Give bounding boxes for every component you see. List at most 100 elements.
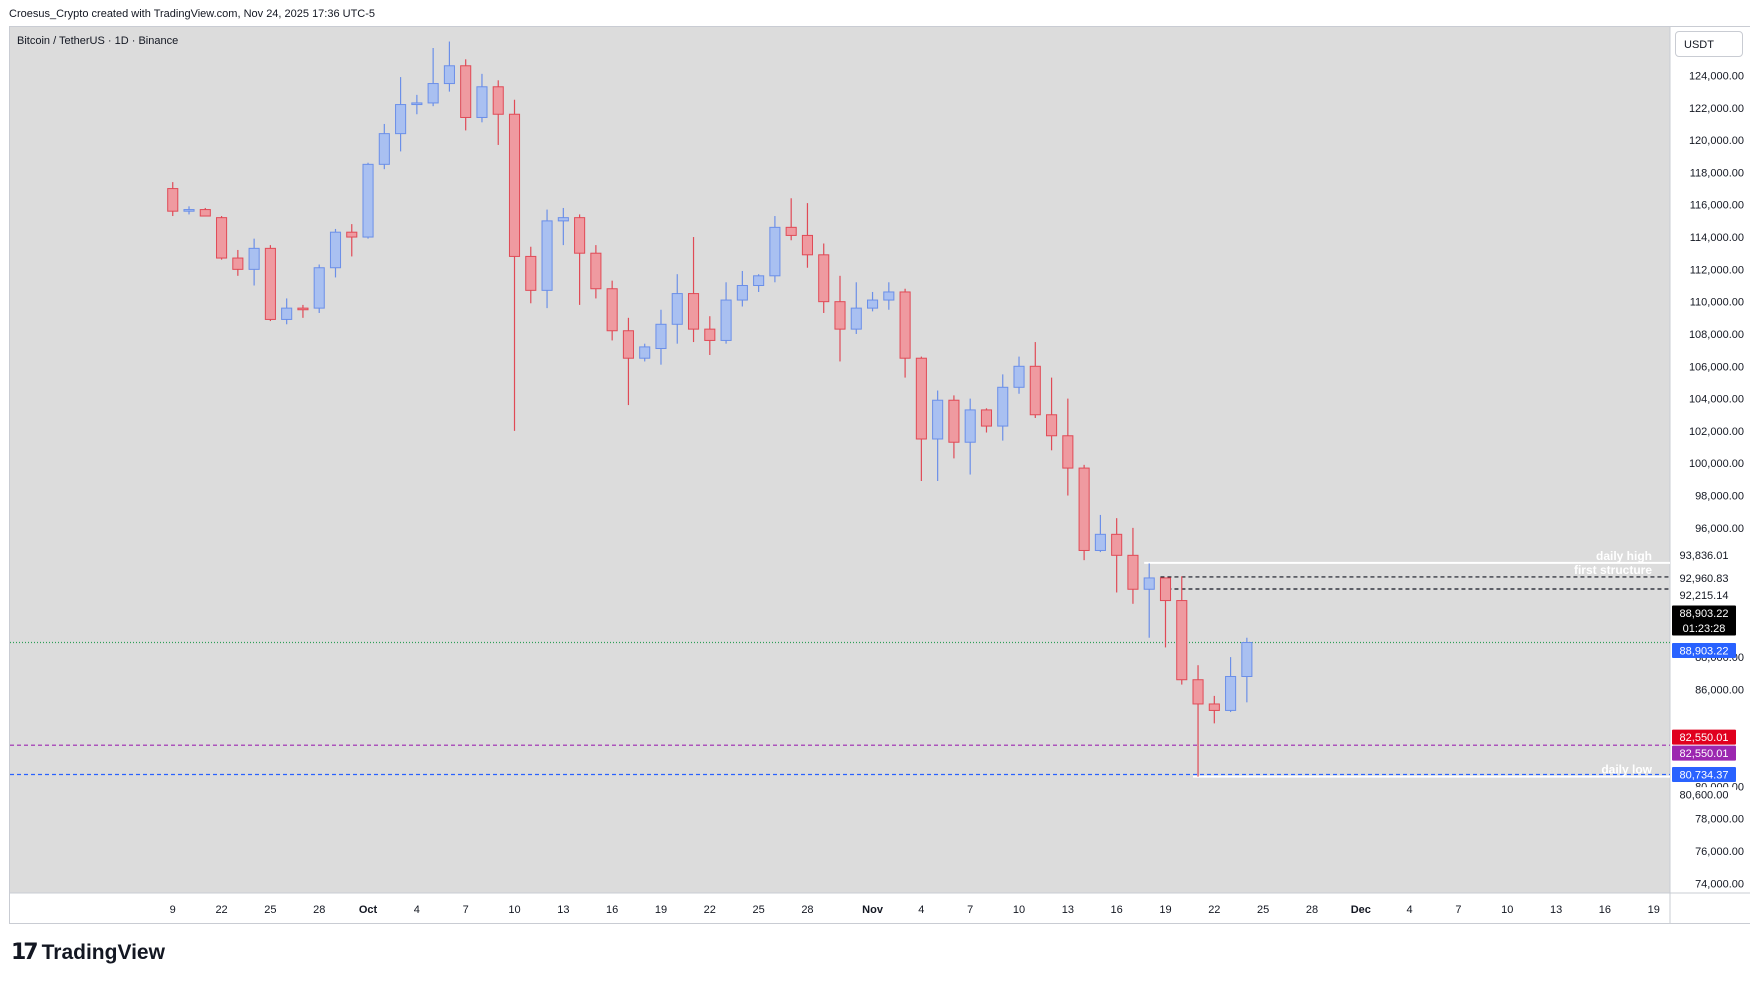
candle-body bbox=[850, 307, 862, 330]
candle-body bbox=[769, 226, 781, 277]
candle-body bbox=[915, 357, 927, 440]
candle-body bbox=[1159, 577, 1172, 602]
y-tick-label: 76,000.00 bbox=[1695, 846, 1744, 858]
price-tag bbox=[1672, 570, 1736, 586]
x-tick-label: Oct bbox=[359, 904, 378, 916]
tradingview-logo[interactable]: 17 TradingView bbox=[11, 940, 165, 965]
candle-body bbox=[1241, 642, 1253, 677]
x-tick-label: 19 bbox=[1159, 904, 1171, 916]
candle-body bbox=[1013, 365, 1025, 388]
x-tick-label: 28 bbox=[313, 904, 325, 916]
y-tick-label: 120,000.00 bbox=[1689, 135, 1744, 147]
y-tick-label: 118,000.00 bbox=[1690, 167, 1744, 179]
x-tick-label: 28 bbox=[1306, 904, 1318, 916]
candle-body bbox=[557, 217, 569, 222]
y-tick-label: 104,000.00 bbox=[1689, 394, 1744, 406]
x-tick-label: 7 bbox=[1455, 904, 1461, 916]
candle-body bbox=[574, 217, 586, 254]
x-tick-label: 10 bbox=[1013, 904, 1025, 916]
x-tick-label: 4 bbox=[414, 904, 420, 916]
candle-body bbox=[167, 188, 179, 212]
candle-body bbox=[1111, 533, 1123, 556]
y-tick-label: 98,000.00 bbox=[1695, 491, 1744, 503]
candle-body bbox=[199, 209, 211, 217]
candle-body bbox=[346, 231, 358, 238]
candle-body bbox=[785, 226, 797, 236]
x-tick-label: 22 bbox=[215, 904, 227, 916]
level-label: first structure bbox=[1574, 563, 1652, 577]
y-tick-label: 114,000.00 bbox=[1690, 232, 1744, 244]
candle-body bbox=[1192, 679, 1204, 705]
y-tick-label: 96,000.00 bbox=[1695, 523, 1744, 535]
plot-area bbox=[10, 27, 1670, 893]
candle-body bbox=[818, 254, 830, 303]
x-tick-label: 19 bbox=[655, 904, 667, 916]
candle-body bbox=[329, 231, 342, 269]
candle-body bbox=[264, 247, 276, 320]
level-label: daily low bbox=[1601, 763, 1652, 777]
candle-body bbox=[525, 255, 537, 291]
candle-body bbox=[541, 220, 553, 291]
candle-body bbox=[980, 409, 993, 427]
y-tick-label: 78,000.00 bbox=[1695, 814, 1744, 826]
y-tick-label: 122,000.00 bbox=[1689, 103, 1744, 115]
candle-body bbox=[313, 267, 325, 309]
candle-body bbox=[281, 307, 293, 320]
price-tag bbox=[1672, 643, 1736, 659]
price-tag-label: 88,903.22 bbox=[1680, 608, 1729, 620]
price-tag bbox=[1672, 767, 1736, 783]
symbol-title[interactable]: Bitcoin / TetherUS · 1D · Binance bbox=[17, 35, 179, 47]
candle-body bbox=[687, 293, 700, 330]
y-tick-label: 110,000.00 bbox=[1690, 297, 1744, 309]
candle-body bbox=[801, 234, 813, 256]
x-tick-label: 16 bbox=[606, 904, 618, 916]
x-tick-label: 4 bbox=[918, 904, 924, 916]
price-tag-label: 92,215.14 bbox=[1680, 590, 1729, 602]
x-tick-label: 22 bbox=[1208, 904, 1220, 916]
candle-body bbox=[997, 386, 1009, 427]
candle-body bbox=[427, 83, 439, 104]
price-tag-label: 92,960.83 bbox=[1680, 573, 1729, 585]
y-tick-label: 108,000.00 bbox=[1689, 329, 1744, 341]
candle-body bbox=[362, 163, 374, 238]
candle-body bbox=[622, 330, 634, 359]
x-tick-label: 10 bbox=[508, 904, 520, 916]
candle-body bbox=[508, 113, 521, 257]
x-tick-label: 16 bbox=[1599, 904, 1611, 916]
price-tag bbox=[1672, 729, 1736, 745]
candle-body bbox=[948, 399, 960, 443]
currency-button[interactable]: USDT bbox=[1675, 31, 1743, 57]
x-tick-label: 13 bbox=[1550, 904, 1562, 916]
x-tick-label: Nov bbox=[862, 904, 884, 916]
candle-body bbox=[1029, 365, 1041, 416]
candle-body bbox=[1208, 703, 1220, 711]
x-tick-label: 25 bbox=[1257, 904, 1269, 916]
price-tag bbox=[1672, 587, 1736, 603]
price-tag-countdown: 01:23:28 bbox=[1683, 623, 1726, 635]
price-tag-label: 82,550.01 bbox=[1680, 748, 1729, 760]
x-tick-label: 10 bbox=[1501, 904, 1513, 916]
x-tick-label: 7 bbox=[463, 904, 469, 916]
candle-body bbox=[720, 299, 732, 341]
tradingview-logo-icon: 17 bbox=[11, 940, 39, 965]
y-tick-label: 86,000.00 bbox=[1695, 684, 1744, 696]
brand-name: TradingView bbox=[41, 940, 165, 964]
candle-body bbox=[216, 217, 228, 259]
candle-body bbox=[671, 293, 683, 325]
x-tick-label: 16 bbox=[1111, 904, 1123, 916]
x-tick-label: 7 bbox=[967, 904, 973, 916]
x-tick-label: 19 bbox=[1648, 904, 1660, 916]
y-tick-label: 124,000.00 bbox=[1689, 70, 1744, 82]
candle-body bbox=[590, 252, 602, 290]
candle-body bbox=[1046, 414, 1058, 437]
y-tick-label: 102,000.00 bbox=[1689, 426, 1744, 438]
candle-body bbox=[639, 346, 651, 359]
candle-body bbox=[1094, 533, 1106, 551]
candle-body bbox=[655, 323, 667, 350]
candle-body bbox=[736, 285, 748, 301]
price-tag-label: 80,734.37 bbox=[1680, 770, 1729, 782]
chart-caption: Croesus_Crypto created with TradingView.… bbox=[9, 8, 376, 20]
price-tag bbox=[1672, 547, 1736, 563]
x-tick-label: 9 bbox=[170, 904, 176, 916]
